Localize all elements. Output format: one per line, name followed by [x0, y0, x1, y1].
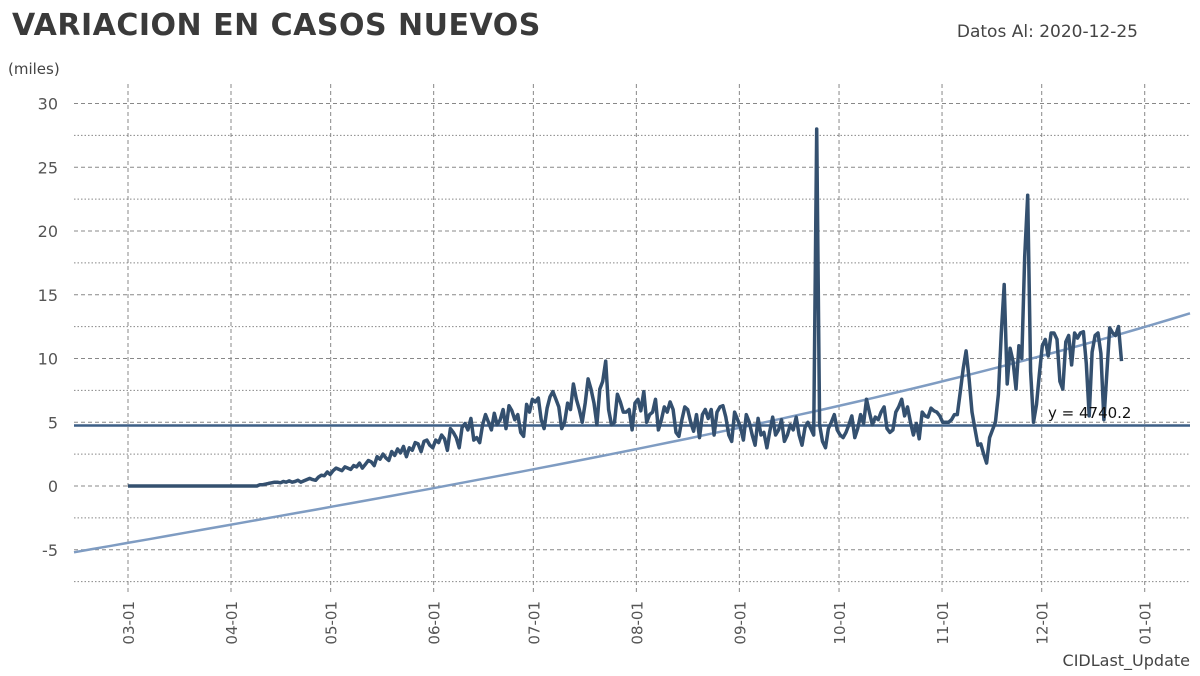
x-tick-label: 10-01 — [831, 601, 849, 645]
y-tick-label: 10 — [38, 350, 58, 369]
trend-curve — [73, 312, 1191, 554]
x-tick-label: 08-01 — [628, 601, 646, 645]
footer-source-label: CIDLast_Update — [1062, 651, 1190, 670]
mean-annotation: y = 4740.2 — [1048, 404, 1131, 422]
x-tick-label: 05-01 — [323, 601, 341, 645]
x-tick-label: 11-01 — [934, 601, 952, 645]
y-tick-label: 0 — [48, 477, 58, 496]
y-tick-label: 20 — [38, 222, 58, 241]
x-tick-label: 12-01 — [1034, 601, 1052, 645]
daily-cases-line — [128, 127, 1124, 488]
annotation-layer: y = 4740.2 — [1048, 404, 1131, 422]
y-tick-label: 30 — [38, 95, 58, 114]
x-tick-label: 04-01 — [223, 601, 241, 645]
y-axis-unit-label: (miles) — [8, 60, 60, 78]
x-tick-label: 07-01 — [525, 601, 543, 645]
data-date-label: Datos Al: 2020-12-25 — [956, 22, 1138, 42]
y-tick-labels: -5 0 5 10 15 20 25 30 — [38, 95, 58, 560]
chart-title: VARIACION EN CASOS NUEVOS — [12, 8, 541, 43]
y-tick-label: -5 — [42, 541, 58, 560]
y-tick-label: 15 — [38, 286, 58, 305]
x-tick-label: 01-01 — [1137, 601, 1155, 645]
x-tick-label: 09-01 — [731, 601, 749, 645]
x-tick-labels: 03-01 04-01 05-01 06-01 07-01 08-01 09-01 10-01… — [120, 601, 1155, 645]
grid-layer — [74, 84, 1190, 595]
y-tick-label: 5 — [48, 413, 58, 432]
y-tick-label: 25 — [38, 158, 58, 177]
x-tick-label: 06-01 — [426, 601, 444, 645]
x-tick-label: 03-01 — [120, 601, 138, 645]
series-layer — [73, 127, 1191, 554]
